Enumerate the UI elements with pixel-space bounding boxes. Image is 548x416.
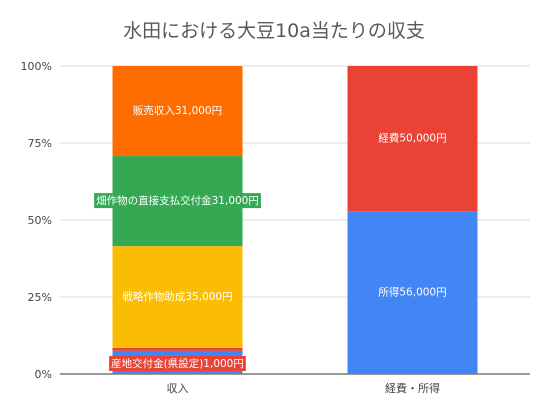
y-tick-label: 50%	[28, 214, 52, 227]
bar-segment	[112, 66, 243, 157]
data-label: 産地交付金(県設定)1,000円	[109, 356, 246, 371]
y-tick-label: 100%	[21, 60, 52, 73]
y-tick-label: 0%	[35, 368, 52, 381]
chart-title: 水田における大豆10a当たりの収支	[123, 20, 425, 42]
data-label: 畑作物の直接支払交付金31,000円	[94, 193, 261, 209]
data-label-background	[120, 289, 235, 304]
y-tick-label: 25%	[28, 291, 52, 304]
x-tick-label: 収入	[167, 382, 189, 395]
data-label: 所得56,000円	[378, 287, 446, 299]
bar-segment	[347, 66, 478, 212]
data-label: 経費50,000円	[378, 132, 446, 145]
bar-segment	[112, 347, 243, 351]
y-tick-labels: 0% 25% 50% 75% 100%	[21, 60, 52, 381]
y-tick-label: 75%	[28, 137, 52, 150]
x-tick-labels: 収入 経費・所得	[167, 381, 441, 395]
data-label-background	[94, 193, 261, 209]
bar-segment	[347, 211, 478, 374]
data-label-text: 畑作物の直接支払交付金31,000円	[96, 194, 259, 207]
x-tick-label: 経費・所得	[385, 381, 440, 395]
data-label-text: 産地交付金(県設定)1,000円	[111, 357, 244, 370]
data-label: 戦略作物助成35,000円	[120, 289, 235, 304]
data-labels: 産地交付金(地域設定)8,000円戦略作物助成35,000円畑作物の直接支払交付…	[94, 104, 447, 371]
data-label: 販売収入31,000円	[133, 104, 222, 117]
data-label-background	[109, 356, 246, 371]
data-label-text: 戦略作物助成35,000円	[122, 290, 232, 303]
